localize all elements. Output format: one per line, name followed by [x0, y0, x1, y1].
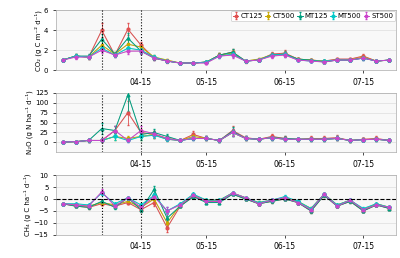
Legend: CT125, CT500, MT125, MT500, ST500: CT125, CT500, MT125, MT500, ST500: [231, 11, 395, 21]
Y-axis label: N₂O (g N ha⁻¹ d⁻¹): N₂O (g N ha⁻¹ d⁻¹): [25, 91, 33, 155]
Y-axis label: CO₂ (g C m⁻² d⁻¹): CO₂ (g C m⁻² d⁻¹): [34, 10, 42, 71]
Y-axis label: CH₄ (g C ha⁻¹ d⁻¹): CH₄ (g C ha⁻¹ d⁻¹): [24, 174, 32, 236]
